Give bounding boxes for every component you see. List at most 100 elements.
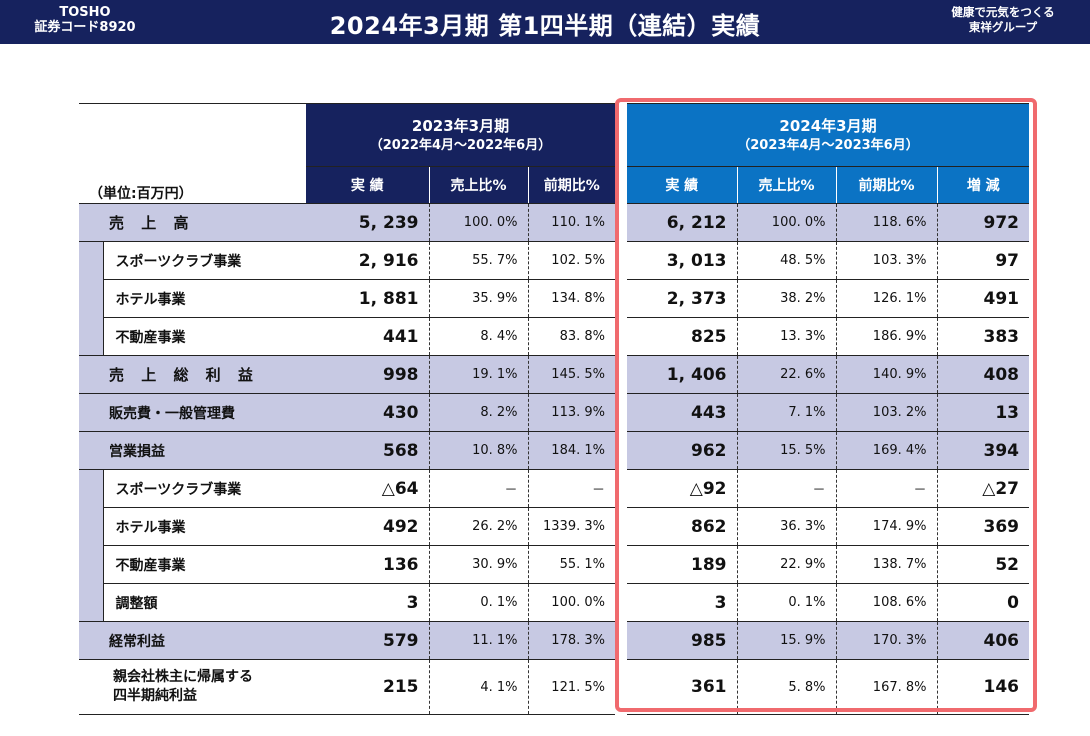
cell-sales-ratio-current: 38. 2% (737, 279, 837, 318)
tagline-line2: 東祥グループ (968, 20, 1038, 34)
column-gap (615, 621, 627, 660)
cell-yoy-prev: 113. 9% (528, 393, 615, 432)
cell-yoy-current: 138. 7% (836, 545, 938, 584)
row-label-line2: 四半期純利益 (113, 688, 197, 704)
cell-yoy-current: 103. 3% (836, 241, 938, 280)
row-label: スポーツクラブ事業 (102, 469, 306, 508)
cell-yoy-current: 103. 2% (836, 393, 938, 432)
row-label-line1: 親会社株主に帰属する (113, 669, 253, 685)
period-prev-header: 2023年3月期 （2022年4月～2022年6月） (306, 103, 615, 167)
cell-sales-ratio-prev: 26. 2% (429, 507, 529, 546)
cell-sales-ratio-prev: 0. 1% (429, 583, 529, 622)
column-gap (615, 507, 627, 546)
cell-sales-ratio-current: － (737, 469, 837, 508)
cell-change: △27 (937, 469, 1029, 508)
unit-label: （単位:百万円） (79, 103, 306, 204)
cell-actual-prev: 5, 239 (306, 203, 430, 242)
cell-yoy-prev: 83. 8% (528, 317, 615, 356)
row-label: 経常利益 (79, 621, 306, 660)
cell-yoy-prev: 100. 0% (528, 583, 615, 622)
cell-sales-ratio-prev: 55. 7% (429, 241, 529, 280)
row-label: 不動産事業 (102, 545, 306, 584)
cell-actual-prev: 579 (306, 621, 430, 660)
table-row: 経常利益 579 11. 1% 178. 3% 985 15. 9% 170. 3% 406 (79, 621, 1029, 660)
cell-yoy-current: 167. 8% (836, 659, 938, 715)
cell-yoy-prev: 121. 5% (528, 659, 615, 715)
cell-actual-current: 443 (627, 393, 738, 432)
cell-change: 972 (937, 203, 1029, 242)
cell-actual-current: 361 (627, 659, 738, 715)
segment-indent (79, 507, 103, 546)
cell-sales-ratio-prev: 19. 1% (429, 355, 529, 394)
cell-change: 13 (937, 393, 1029, 432)
row-label: ホテル事業 (102, 507, 306, 546)
period-current-range: （2023年4月～2023年6月） (737, 138, 919, 153)
cell-actual-current: 962 (627, 431, 738, 470)
cell-actual-current: 6, 212 (627, 203, 738, 242)
period-prev-range: （2022年4月～2022年6月） (369, 138, 552, 153)
cell-yoy-current: 108. 6% (836, 583, 938, 622)
table-row: ホテル事業 1, 881 35. 9% 134. 8% 2, 373 38. 2% 126.… (79, 279, 1029, 318)
period-current-label: 2024年3月期 (779, 117, 877, 135)
cell-yoy-current: 170. 3% (836, 621, 938, 660)
subheader-row: 実 績 売上比% 前期比% 実 績 売上比% 前期比% 増 減 (79, 166, 1029, 204)
cell-change: 369 (937, 507, 1029, 546)
cell-actual-prev: 998 (306, 355, 430, 394)
cell-yoy-prev: 55. 1% (528, 545, 615, 584)
cell-actual-prev: 441 (306, 317, 430, 356)
cell-sales-ratio-current: 48. 5% (737, 241, 837, 280)
table-body: 売 上 高 5, 239 100. 0% 110. 1% 6, 212 100. 0% 11… (79, 203, 1029, 715)
table-row: スポーツクラブ事業 △64 －－ △92 －－ △27 (79, 469, 1029, 508)
period-header-row: （単位:百万円） 2023年3月期 （2022年4月～2022年6月） 2024… (79, 103, 1029, 204)
cell-change: 97 (937, 241, 1029, 280)
cell-sales-ratio-current: 5. 8% (737, 659, 837, 715)
cell-yoy-current: 118. 6% (836, 203, 938, 242)
cell-actual-prev: 1, 881 (306, 279, 430, 318)
company-brand: TOSHO 証券コード8920 (10, 5, 160, 35)
cell-sales-ratio-prev: 100. 0% (429, 203, 529, 242)
cell-sales-ratio-current: 36. 3% (737, 507, 837, 546)
col-yoy-current: 前期比% (836, 166, 938, 204)
cell-yoy-prev: 178. 3% (528, 621, 615, 660)
table-row: 不動産事業 136 30. 9% 55. 1% 189 22. 9% 138. 7% 52 (79, 545, 1029, 584)
row-label: 調整額 (102, 583, 306, 622)
column-gap (615, 279, 627, 318)
cell-sales-ratio-prev: 11. 1% (429, 621, 529, 660)
column-gap (615, 166, 627, 204)
column-gap (615, 659, 627, 715)
table-row: 調整額 3 0. 1% 100. 0% 3 0. 1% 108. 6% 0 (79, 583, 1029, 622)
cell-yoy-prev: － (528, 469, 615, 508)
cell-yoy-current: 169. 4% (836, 431, 938, 470)
segment-indent (79, 241, 103, 280)
column-gap (615, 103, 627, 167)
cell-actual-current: 1, 406 (627, 355, 738, 394)
slide-header: TOSHO 証券コード8920 2024年3月期 第1四半期（連結）実績 健康で… (0, 0, 1090, 44)
cell-sales-ratio-current: 15. 9% (737, 621, 837, 660)
cell-yoy-current: 186. 9% (836, 317, 938, 356)
cell-yoy-prev: 134. 8% (528, 279, 615, 318)
col-yoy-prev: 前期比% (528, 166, 615, 204)
column-gap (615, 583, 627, 622)
cell-yoy-current: 174. 9% (836, 507, 938, 546)
cell-actual-current: 3 (627, 583, 738, 622)
cell-actual-current: 2, 373 (627, 279, 738, 318)
cell-yoy-current: － (836, 469, 938, 508)
cell-sales-ratio-current: 7. 1% (737, 393, 837, 432)
cell-actual-current: 189 (627, 545, 738, 584)
cell-yoy-current: 126. 1% (836, 279, 938, 318)
col-sales-ratio-current: 売上比% (737, 166, 837, 204)
row-label: 販売費・一般管理費 (79, 393, 306, 432)
segment-indent (79, 583, 103, 622)
cell-actual-current: 862 (627, 507, 738, 546)
segment-indent (79, 545, 103, 584)
cell-change: 406 (937, 621, 1029, 660)
slide-title: 2024年3月期 第1四半期（連結）実績 (329, 12, 761, 40)
segment-indent (79, 317, 103, 356)
segment-indent (79, 279, 103, 318)
cell-sales-ratio-current: 22. 6% (737, 355, 837, 394)
cell-actual-current: 825 (627, 317, 738, 356)
cell-sales-ratio-prev: 4. 1% (429, 659, 529, 715)
row-label: 売 上 総 利 益 (79, 355, 306, 394)
period-current-header: 2024年3月期 （2023年4月～2023年6月） (627, 103, 1029, 167)
cell-sales-ratio-prev: 35. 9% (429, 279, 529, 318)
